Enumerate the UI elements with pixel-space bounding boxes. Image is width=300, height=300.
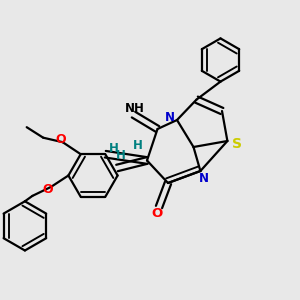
Text: H: H [109, 142, 119, 155]
Text: N: N [198, 172, 208, 185]
Text: O: O [43, 183, 53, 196]
Text: S: S [232, 137, 242, 151]
Text: O: O [152, 207, 163, 220]
Text: N: N [164, 111, 175, 124]
Text: O: O [55, 133, 66, 146]
Text: H: H [116, 149, 125, 162]
Text: H: H [133, 139, 142, 152]
Text: NH: NH [125, 101, 145, 115]
